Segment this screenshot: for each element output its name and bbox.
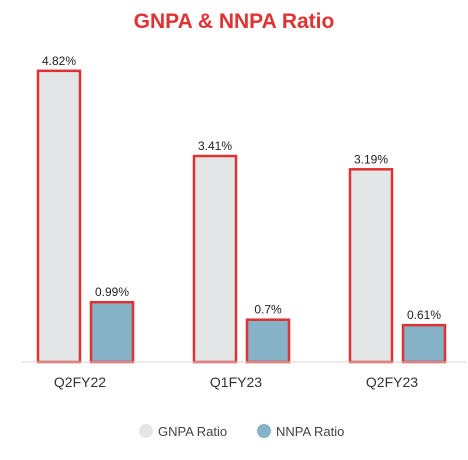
legend: GNPA Ratio NNPA Ratio — [139, 424, 344, 439]
legend-marker-nnpa-ratio — [257, 424, 271, 438]
bar-gnpa-ratio-q2fy23 — [348, 168, 394, 364]
legend-marker-gnpa-ratio — [139, 424, 153, 438]
legend-label-nnpa-ratio: NNPA Ratio — [276, 424, 344, 439]
data-label-nnpa-ratio-q1fy23: 0.7% — [254, 303, 282, 317]
data-label-nnpa-ratio-q2fy23: 0.61% — [407, 308, 441, 322]
bar-gnpa-ratio-q1fy23 — [192, 154, 238, 364]
x-tick-labels: Q2FY22 Q1FY23 Q2FY23 — [54, 374, 418, 390]
data-label-gnpa-ratio-q1fy23: 3.41% — [198, 139, 232, 153]
chart-title: GNPA & NNPA Ratio — [134, 10, 335, 33]
data-label-gnpa-ratio-q2fy22: 4.82% — [42, 54, 76, 68]
bar-gnpa-ratio-q2fy22 — [36, 69, 82, 364]
x-tick-label-q2fy22: Q2FY22 — [54, 374, 106, 390]
data-label-gnpa-ratio-q2fy23: 3.19% — [354, 152, 388, 166]
bars-group — [36, 69, 447, 364]
x-tick-label-q1fy23: Q1FY23 — [210, 374, 262, 390]
bar-nnpa-ratio-q1fy23 — [245, 318, 291, 364]
value-labels-group: 4.82% 0.99% 3.41% 0.7% 3.19% 0.61% — [42, 54, 441, 322]
bar-nnpa-ratio-q2fy22 — [89, 300, 135, 364]
x-tick-label-q2fy23: Q2FY23 — [366, 374, 418, 390]
legend-label-gnpa-ratio: GNPA Ratio — [158, 424, 227, 439]
data-label-nnpa-ratio-q2fy22: 0.99% — [95, 285, 129, 299]
bar-nnpa-ratio-q2fy23 — [401, 323, 447, 364]
